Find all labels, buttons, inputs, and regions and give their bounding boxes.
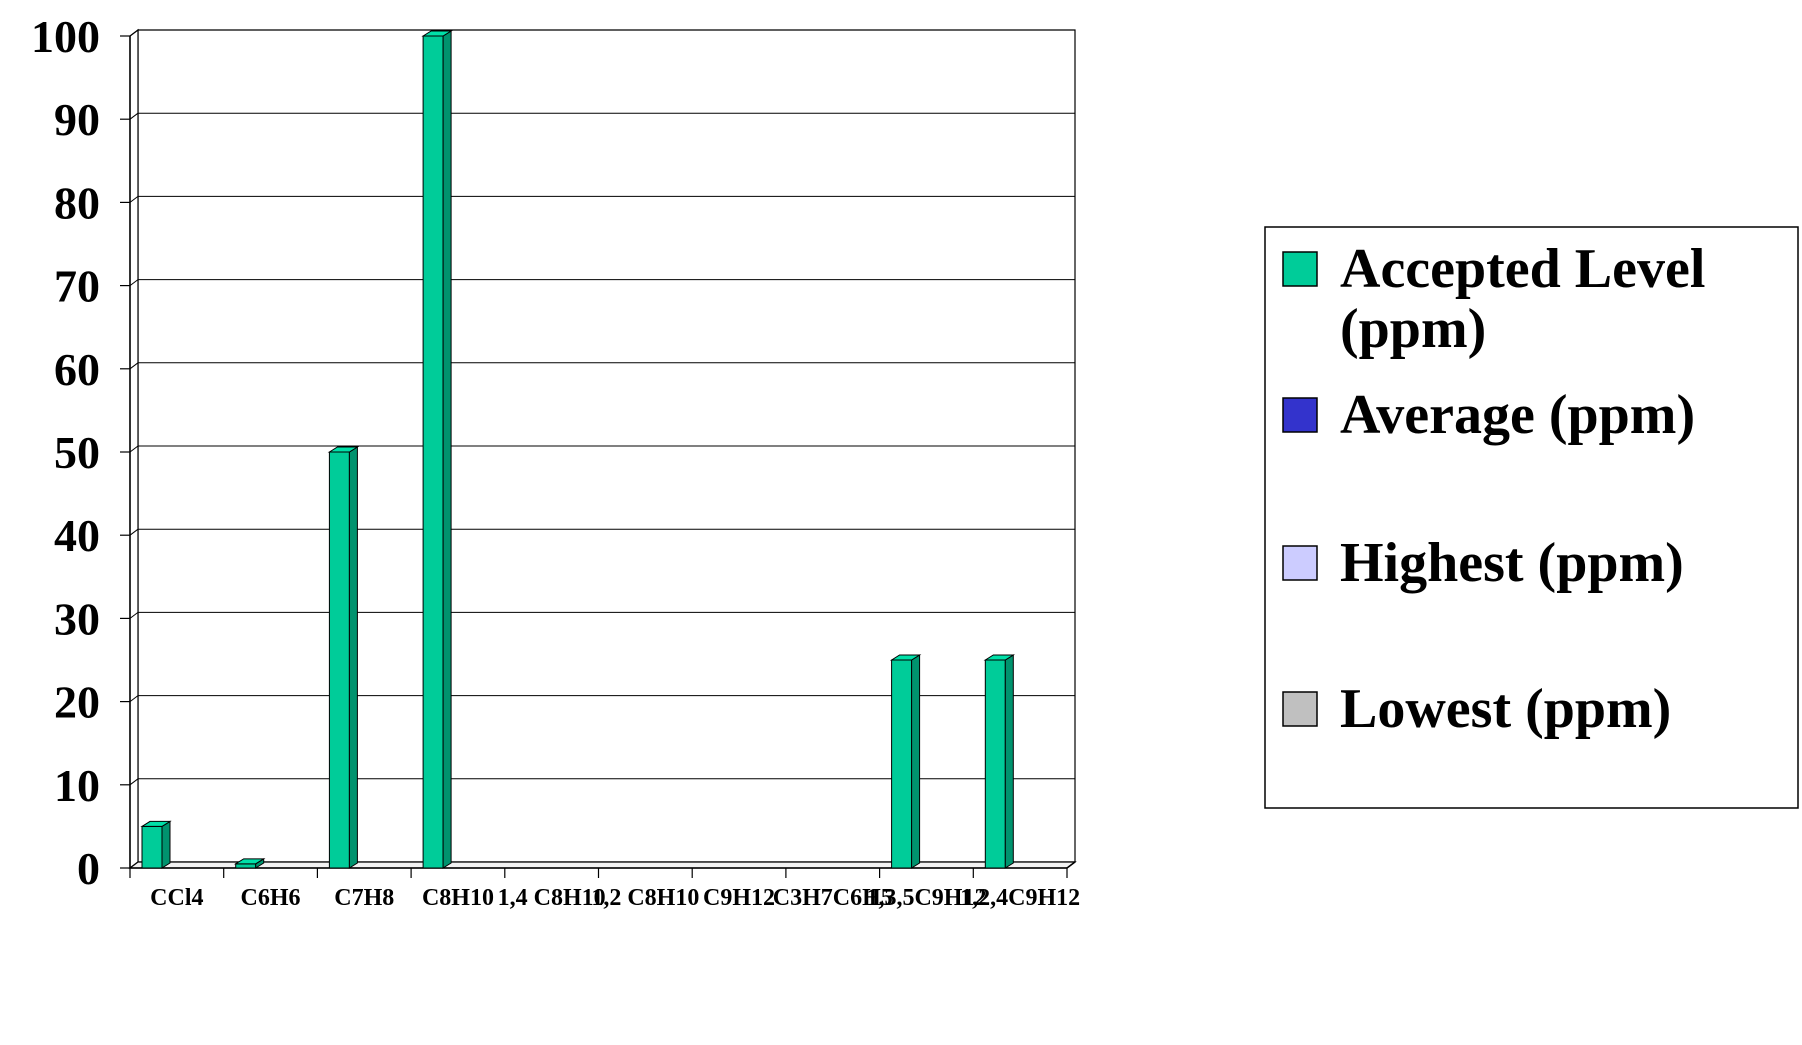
y-tick-label: 60 — [54, 344, 100, 395]
x-tick-label: C3H7C6H5 — [773, 885, 893, 911]
chart-walls — [128, 28, 1077, 870]
bars — [140, 30, 1016, 869]
x-tick-label: C6H6 — [241, 885, 301, 911]
bar-top — [889, 654, 922, 661]
gridline-side — [129, 445, 139, 453]
bar-top — [140, 820, 172, 827]
x-axis-depth — [1066, 861, 1076, 869]
bar — [983, 654, 1016, 869]
gridline-side — [129, 528, 139, 536]
bar-front — [422, 35, 444, 869]
y-tick-label: 40 — [54, 510, 100, 561]
legend-box — [1264, 226, 1799, 809]
bar-top — [421, 30, 453, 37]
gridline-side — [129, 29, 139, 37]
y-tick-label: 90 — [54, 94, 100, 145]
y-tick-label: 70 — [54, 261, 100, 312]
legend-label: Highest (ppm) — [1340, 532, 1684, 594]
bar — [421, 30, 453, 869]
legend: Accepted Level(ppm) Average (ppm) Highest … — [1264, 226, 1799, 809]
y-axis-ticks: 0 10 20 30 40 50 60 70 80 90 100 — [31, 11, 130, 894]
legend-label: Accepted Level — [1340, 238, 1705, 300]
x-tick-label: 1,3,5C9H12 — [866, 885, 986, 911]
legend-label: (ppm) — [1340, 298, 1486, 360]
gridline-side — [129, 195, 139, 203]
legend-label: Lowest (ppm) — [1340, 678, 1671, 740]
bar — [233, 857, 266, 869]
y-tick-label: 20 — [54, 677, 100, 728]
bar-side — [442, 30, 452, 869]
y-tick-label: 80 — [54, 177, 100, 228]
bar — [140, 820, 172, 869]
x-tick-label: C7H8 — [334, 885, 394, 911]
legend-swatch — [1282, 691, 1318, 727]
floor — [128, 861, 1077, 869]
gridline-side — [129, 612, 139, 619]
bar-front — [891, 659, 913, 869]
bar-side — [1004, 654, 1014, 869]
bar-side — [348, 446, 358, 869]
bar-front — [328, 451, 350, 869]
gridline-side — [129, 112, 139, 120]
bar — [889, 654, 922, 869]
bar-side — [161, 820, 171, 869]
legend-label: Average (ppm) — [1340, 384, 1695, 446]
bar-top — [983, 654, 1016, 661]
x-tick-label: 1,4 C8H10 — [498, 885, 606, 911]
legend-swatch — [1282, 545, 1318, 581]
y-tick-label: 100 — [31, 11, 100, 62]
y-tick-label: 30 — [54, 593, 100, 644]
y-tick-label: 50 — [54, 427, 100, 478]
bar-front — [984, 659, 1006, 869]
x-tick-label: C9H12 — [703, 885, 775, 911]
x-tick-label: 1,2 C8H10 — [591, 885, 699, 911]
legend-swatch — [1282, 397, 1318, 433]
gridline-side — [129, 362, 139, 370]
x-tick-label: 1,2,4C9H12 — [960, 885, 1080, 911]
x-tick-label: C8H10 — [422, 885, 494, 911]
y-tick-label: 10 — [54, 760, 100, 811]
gridline-side — [129, 279, 139, 287]
y-tick-label: 0 — [77, 843, 100, 894]
bar-top — [327, 446, 360, 453]
gridline-side — [129, 695, 139, 702]
x-tick-label: CCl4 — [150, 885, 203, 911]
bar — [327, 446, 360, 869]
legend-swatch — [1282, 251, 1318, 287]
bar-front — [235, 863, 257, 869]
bar-front — [141, 825, 163, 869]
bar-side — [911, 654, 921, 869]
bar-top — [233, 858, 266, 865]
gridlines — [129, 29, 1075, 786]
gridline-side — [129, 778, 139, 786]
